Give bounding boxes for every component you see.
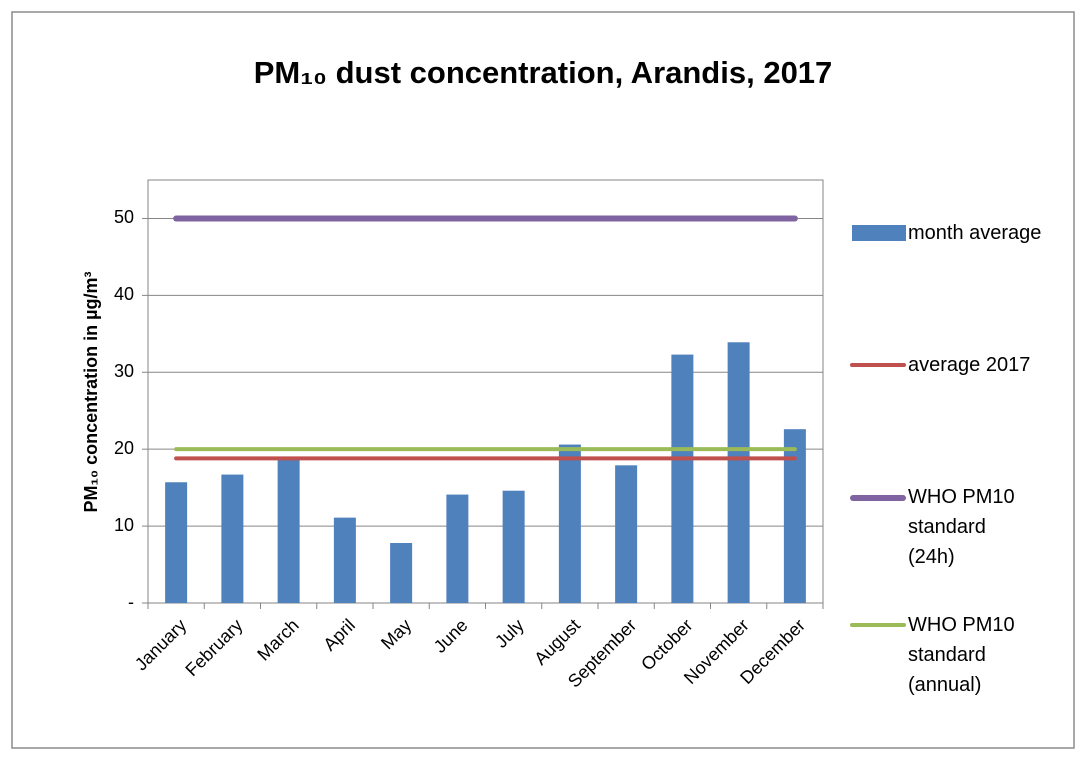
y-axis-label: PM₁₀ concentration in µg/m³ — [81, 272, 101, 513]
legend-swatch — [852, 225, 906, 241]
bar — [277, 458, 300, 603]
legend-item: month average — [852, 218, 1078, 248]
y-tick-label: 20 — [114, 438, 134, 458]
legend-swatch — [850, 623, 906, 627]
bar — [671, 354, 694, 603]
y-tick-label: 10 — [114, 515, 134, 535]
bar — [502, 490, 525, 603]
legend-item: average 2017 — [850, 350, 1078, 380]
legend-label: month average — [908, 222, 1042, 244]
y-tick-label: 40 — [114, 284, 134, 304]
legend-swatch — [850, 495, 906, 501]
bar — [390, 543, 413, 603]
bar — [333, 517, 356, 603]
bar — [558, 444, 581, 603]
y-tick-label: 50 — [114, 207, 134, 227]
legend-label: WHO PM10 standard (annual) — [908, 614, 1015, 696]
bar — [615, 465, 638, 603]
y-tick-label: - — [128, 592, 134, 612]
bar — [165, 482, 188, 603]
legend-item: WHO PM10 standard (annual) — [850, 610, 1018, 700]
bar — [783, 429, 806, 603]
legend-item: WHO PM10 standard (24h) — [850, 482, 1038, 572]
legend-swatch — [850, 363, 906, 367]
bar — [446, 494, 469, 603]
chart-title: PM₁₀ dust concentration, Arandis, 2017 — [254, 55, 833, 90]
bar — [727, 342, 750, 603]
y-tick-label: 30 — [114, 361, 134, 381]
bar — [221, 474, 244, 603]
legend-label: WHO PM10 standard (24h) — [908, 486, 1015, 568]
legend-label: average 2017 — [908, 354, 1031, 376]
